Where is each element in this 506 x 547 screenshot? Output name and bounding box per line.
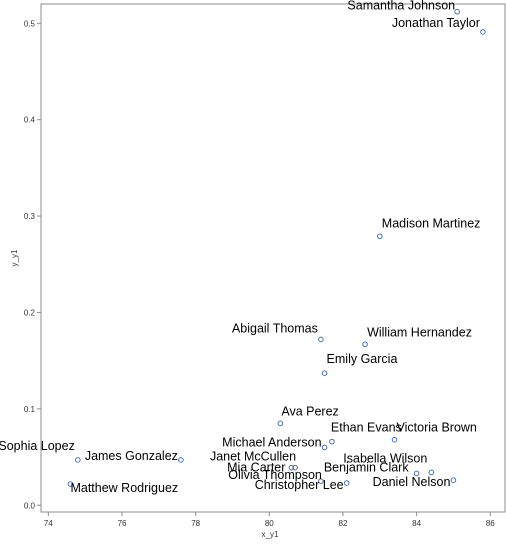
data-point — [376, 233, 383, 240]
data-point — [67, 481, 74, 487]
point-label: Daniel Nelson — [373, 475, 451, 489]
data-point — [318, 336, 324, 343]
point-label: Ava Perez — [281, 404, 338, 418]
point-label: Benjamin Clark — [324, 460, 410, 474]
data-point — [454, 8, 460, 15]
point-label: Mia Carter — [227, 461, 285, 475]
data-point — [292, 464, 298, 471]
data-point — [413, 470, 420, 477]
y-tick-label: 0.5 — [24, 19, 36, 28]
data-point — [277, 420, 284, 427]
data-point — [428, 469, 435, 476]
y-axis-title: y_y1 — [10, 249, 19, 266]
data-point — [480, 29, 486, 35]
y-tick-label: 0.2 — [24, 308, 36, 317]
x-tick-label: 80 — [265, 519, 274, 528]
data-point — [450, 477, 457, 483]
x-tick-label: 78 — [191, 519, 200, 528]
point-label: Victoria Brown — [397, 421, 477, 435]
point-label: Christopher Lee — [255, 478, 344, 492]
point-label: Samantha Johnson — [347, 0, 455, 13]
point-label: Olivia Thompson — [228, 468, 322, 482]
y-tick-label: 0.3 — [24, 212, 36, 221]
y-tick-label: 0.4 — [24, 116, 36, 125]
point-label: Isabella Wilson — [343, 451, 427, 465]
data-point — [178, 457, 184, 463]
point-label: Madison Martinez — [382, 216, 481, 230]
point-label: Matthew Rodriguez — [70, 481, 178, 495]
x-tick-label: 86 — [486, 519, 495, 528]
point-label: Janet McCullen — [210, 450, 296, 464]
plot-frame — [40, 3, 506, 513]
x-tick-label: 84 — [412, 519, 421, 528]
axes: 74 76 78 80 82 84 86 0.0 0.1 0.2 0.3 0.4 0.5 — [24, 19, 495, 528]
data-points — [67, 8, 486, 487]
point-labels: Samantha Johnson Jonathan Taylor Madison M… — [0, 0, 480, 495]
data-point — [288, 464, 295, 471]
data-point — [75, 457, 81, 463]
point-label: Sophia Lopez — [0, 439, 75, 453]
point-label: William Hernandez — [367, 325, 472, 339]
data-point — [321, 444, 328, 451]
data-point — [318, 478, 324, 484]
point-label: James Gonzalez — [85, 449, 178, 463]
x-tick-label: 76 — [118, 519, 127, 528]
data-point — [391, 436, 398, 443]
y-tick-label: 0.1 — [24, 405, 36, 414]
point-label: Jonathan Taylor — [392, 16, 480, 30]
x-axis-title: x_y1 — [262, 530, 279, 539]
data-point — [362, 341, 368, 348]
x-tick-label: 82 — [339, 519, 348, 528]
point-label: Abigail Thomas — [232, 321, 318, 335]
point-label: Ethan Evans — [331, 421, 402, 435]
y-tick-label: 0.0 — [24, 501, 36, 510]
x-tick-label: 74 — [44, 519, 53, 528]
data-point — [343, 480, 350, 486]
data-point — [329, 438, 335, 445]
point-label: Emily Garcia — [327, 352, 398, 366]
data-point — [321, 370, 328, 376]
point-label: Michael Anderson — [222, 435, 321, 449]
